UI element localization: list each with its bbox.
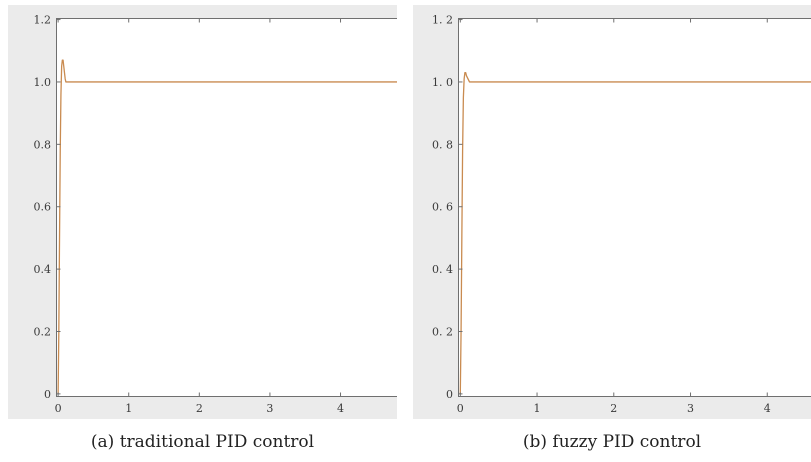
plot-area xyxy=(56,18,397,397)
y-tick-label: 0 xyxy=(446,388,453,401)
x-tick-label: 4 xyxy=(764,402,771,415)
y-tick-label: 0. 6 xyxy=(432,201,453,214)
chart-b-plot: 0 0. 2 0. 4 0. 6 0. 8 1. 0 1. 2 0 1 2 3 4 xyxy=(432,14,811,415)
x-tick-label: 2 xyxy=(196,402,203,415)
chart-a-caption: (a) traditional PID control xyxy=(90,432,315,452)
x-tick-label: 0 xyxy=(457,402,464,415)
chart-b-caption: (b) fuzzy PID control xyxy=(522,432,702,452)
x-tick-label: 2 xyxy=(610,402,617,415)
y-tick-label: 1. 0 xyxy=(432,76,453,89)
chart-panel-b: 0 0. 2 0. 4 0. 6 0. 8 1. 0 1. 2 0 1 2 3 4 xyxy=(413,5,811,419)
y-tick-label: 0.6 xyxy=(34,201,52,214)
y-tick-label: 0. 4 xyxy=(432,263,453,276)
y-tick-label: 1.2 xyxy=(34,14,52,27)
y-tick-label: 0. 2 xyxy=(432,325,453,338)
x-tick-label: 1 xyxy=(534,402,541,415)
y-tick-label: 1.0 xyxy=(34,76,52,89)
x-tick-label: 3 xyxy=(266,402,273,415)
y-tick-label: 0. 8 xyxy=(432,138,453,151)
series-line xyxy=(57,59,397,394)
y-tick-label: 0.2 xyxy=(34,325,52,338)
x-tick-label: 3 xyxy=(687,402,694,415)
x-tick-label: 4 xyxy=(337,402,344,415)
y-tick-label: 0.8 xyxy=(34,138,52,151)
chart-a-plot: 0 0.2 0.4 0.6 0.8 1.0 1.2 0 1 2 3 4 xyxy=(34,14,397,415)
series-line xyxy=(459,71,811,394)
y-tick-label: 0.4 xyxy=(34,263,52,276)
x-tick-label: 1 xyxy=(125,402,132,415)
plot-area xyxy=(458,18,811,397)
chart-panel-a: 0 0.2 0.4 0.6 0.8 1.0 1.2 0 1 2 3 4 xyxy=(8,5,397,419)
x-tick-label: 0 xyxy=(55,402,62,415)
y-tick-label: 1. 2 xyxy=(432,14,453,27)
y-tick-label: 0 xyxy=(44,388,51,401)
